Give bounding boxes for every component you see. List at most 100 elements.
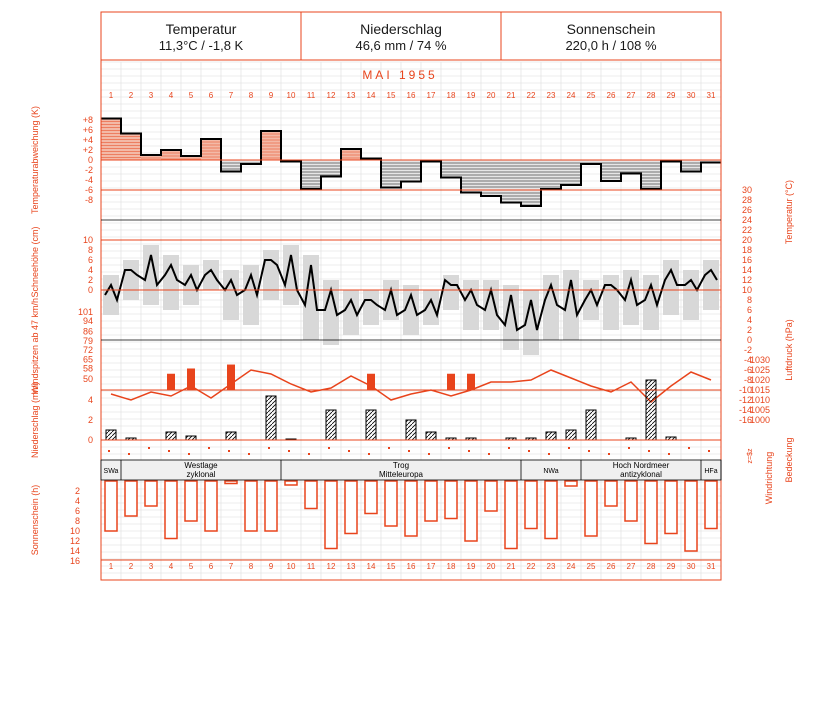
sunshine-bar — [204, 480, 218, 532]
day-label-top: 7 — [229, 91, 234, 100]
temperature-tick: -16 — [739, 415, 752, 425]
pressure-axis-label: Luftdruck (hPa) — [784, 319, 794, 381]
wind-direction-mark — [588, 450, 590, 452]
day-label-bottom: 28 — [647, 562, 656, 571]
sunshine-bar — [464, 480, 478, 542]
sunshine-bar — [624, 480, 638, 522]
temperature-range-bar — [123, 260, 139, 300]
panel-bands — [103, 245, 719, 355]
cloud-axis-label: Bedeckung — [784, 437, 794, 482]
sunshine-tick: 6 — [75, 506, 80, 516]
precip-bar — [265, 395, 277, 441]
day-label-top: 28 — [647, 91, 656, 100]
precip-tick: 2 — [88, 415, 93, 425]
day-label-top: 3 — [149, 91, 154, 100]
sunshine-bar — [104, 480, 118, 532]
wind-direction-mark — [608, 453, 610, 455]
day-label-bottom: 14 — [367, 562, 376, 571]
snow-tick: 10 — [83, 235, 93, 245]
precip-bar — [225, 431, 237, 441]
day-label-top: 5 — [189, 91, 194, 100]
sunshine-bar — [344, 480, 358, 535]
day-label-top: 6 — [209, 91, 214, 100]
wind-direction-mark — [548, 453, 550, 455]
temp-anomaly-tick: -6 — [85, 185, 93, 195]
temperature-range-bar — [603, 275, 619, 330]
weather-type-label: NWa — [543, 468, 558, 475]
precip-bar — [165, 431, 177, 441]
day-label-bottom: 10 — [287, 562, 296, 571]
temperature-tick: 8 — [747, 295, 752, 305]
wind-direction-mark — [228, 450, 230, 452]
weather-type-label: Trog — [393, 461, 409, 470]
wind-direction-mark — [188, 453, 190, 455]
temp-anomaly-tick: +2 — [83, 145, 93, 155]
pressure-tick: 1025 — [750, 365, 770, 375]
temperature-range-bar — [163, 255, 179, 310]
temperature-range-bar — [103, 275, 119, 315]
day-label-bottom: 20 — [487, 562, 496, 571]
temperature-tick: -10 — [739, 385, 752, 395]
day-label-top: 23 — [547, 91, 556, 100]
day-label-top: 31 — [707, 91, 716, 100]
frame — [100, 11, 722, 581]
day-label-top: 14 — [367, 91, 376, 100]
sunshine-bar — [324, 480, 338, 550]
weather-type-label: Hoch Nordmeer — [613, 461, 670, 470]
temperature-tick: 14 — [742, 265, 752, 275]
temperature-tick: -6 — [744, 365, 752, 375]
temperature-range-bar — [403, 285, 419, 335]
day-label-top: 18 — [447, 91, 456, 100]
wind-direction-mark — [488, 453, 490, 455]
day-label-top: 19 — [467, 91, 476, 100]
temperature-range-bar — [183, 265, 199, 305]
weather-type-label: SWa — [104, 468, 119, 475]
precip-bar — [425, 431, 437, 441]
weather-type-label: Westlage — [184, 461, 218, 470]
wind-direction-mark — [568, 447, 570, 449]
temperature-tick: 28 — [742, 195, 752, 205]
day-label-bottom: 30 — [687, 562, 696, 571]
temp-anomaly-bar — [401, 160, 421, 182]
wind-direction-mark — [668, 453, 670, 455]
sunshine-tick: 2 — [75, 486, 80, 496]
day-label-bottom: 18 — [447, 562, 456, 571]
sunshine-tick: 10 — [70, 526, 80, 536]
temperature-range-bar — [563, 270, 579, 340]
temperature-tick: 26 — [742, 205, 752, 215]
temperature-tick: 18 — [742, 245, 752, 255]
day-label-top: 2 — [129, 91, 134, 100]
temp-anomaly-bar — [621, 160, 641, 174]
day-label-top: 1 — [109, 91, 114, 100]
sunshine-bar — [544, 480, 558, 540]
sunshine-tick: 8 — [75, 516, 80, 526]
temp-anomaly-bar — [601, 160, 621, 181]
temp-anomaly-bar — [241, 160, 261, 164]
temperature-range-bar — [523, 290, 539, 355]
sunshine-axis-label: Sonnenschein (h) — [30, 485, 40, 556]
day-label-bottom: 8 — [249, 562, 254, 571]
header-precipitation-value: 46,6 mm / 74 % — [355, 38, 447, 53]
temp-anomaly-bar — [181, 156, 201, 160]
temperature-tick: 20 — [742, 235, 752, 245]
temperature-range-bar — [663, 260, 679, 315]
wind-direction-mark — [148, 447, 150, 449]
temperature-tick: -8 — [744, 375, 752, 385]
precip-bar — [545, 431, 557, 441]
pressure-tick: 1030 — [750, 355, 770, 365]
temp-anomaly-bar — [301, 160, 321, 189]
temp-anomaly-tick: +4 — [83, 135, 93, 145]
weather-type-label: antizyklonal — [620, 470, 662, 479]
temperature-tick: -14 — [739, 405, 752, 415]
header-temperature-value: 11,3°C / -1,8 K — [158, 38, 244, 53]
precip-bar — [645, 379, 657, 441]
weather-type-label: zyklonal — [187, 470, 216, 479]
temperature-tick: -4 — [744, 355, 752, 365]
day-label-top: 9 — [269, 91, 274, 100]
weather-type-label: HFa — [704, 468, 717, 475]
day-label-top: 25 — [587, 91, 596, 100]
temperature-range-bar — [203, 260, 219, 290]
precip-tick: 0 — [88, 435, 93, 445]
temp-anomaly-bar — [381, 160, 401, 188]
day-label-top: 4 — [169, 91, 174, 100]
